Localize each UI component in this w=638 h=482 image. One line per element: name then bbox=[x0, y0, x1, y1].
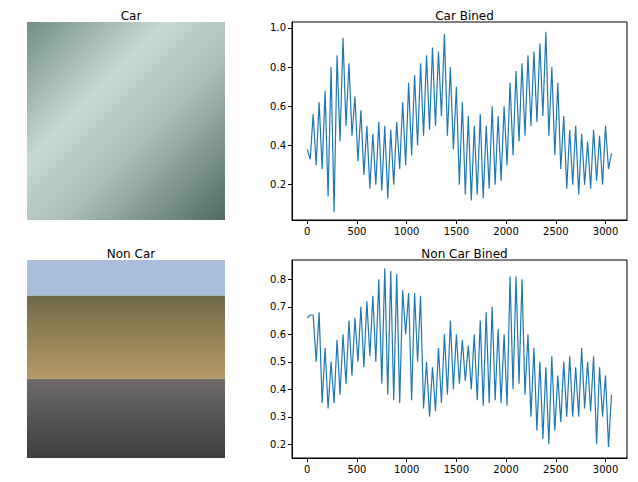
svg-text:500: 500 bbox=[347, 226, 366, 237]
svg-text:2500: 2500 bbox=[543, 226, 568, 237]
svg-text:0.2: 0.2 bbox=[270, 179, 286, 190]
svg-text:0: 0 bbox=[304, 464, 310, 475]
svg-text:0: 0 bbox=[304, 226, 310, 237]
svg-text:2500: 2500 bbox=[543, 464, 568, 475]
svg-text:0.5: 0.5 bbox=[270, 356, 286, 367]
svg-text:0.3: 0.3 bbox=[270, 411, 286, 422]
svg-text:2000: 2000 bbox=[493, 464, 518, 475]
svg-text:0.2: 0.2 bbox=[270, 439, 286, 450]
svg-text:0.8: 0.8 bbox=[270, 62, 286, 73]
svg-text:1000: 1000 bbox=[394, 226, 419, 237]
svg-text:0.4: 0.4 bbox=[270, 140, 286, 151]
svg-text:0.6: 0.6 bbox=[270, 329, 286, 340]
svg-text:3000: 3000 bbox=[593, 226, 618, 237]
svg-text:0.6: 0.6 bbox=[270, 101, 286, 112]
svg-text:1500: 1500 bbox=[444, 464, 469, 475]
svg-text:1.0: 1.0 bbox=[270, 22, 286, 33]
svg-text:Non Car Bined: Non Car Bined bbox=[421, 247, 507, 261]
svg-text:3000: 3000 bbox=[593, 464, 618, 475]
svg-text:0.4: 0.4 bbox=[270, 384, 286, 395]
svg-text:0.8: 0.8 bbox=[270, 274, 286, 285]
svg-text:2000: 2000 bbox=[493, 226, 518, 237]
svg-text:Car Bined: Car Bined bbox=[435, 9, 494, 23]
svg-text:Non Car: Non Car bbox=[107, 247, 155, 261]
svg-text:Car: Car bbox=[121, 9, 142, 23]
svg-text:1500: 1500 bbox=[444, 226, 469, 237]
svg-text:500: 500 bbox=[347, 464, 366, 475]
svg-text:0.7: 0.7 bbox=[270, 301, 286, 312]
svg-text:1000: 1000 bbox=[394, 464, 419, 475]
